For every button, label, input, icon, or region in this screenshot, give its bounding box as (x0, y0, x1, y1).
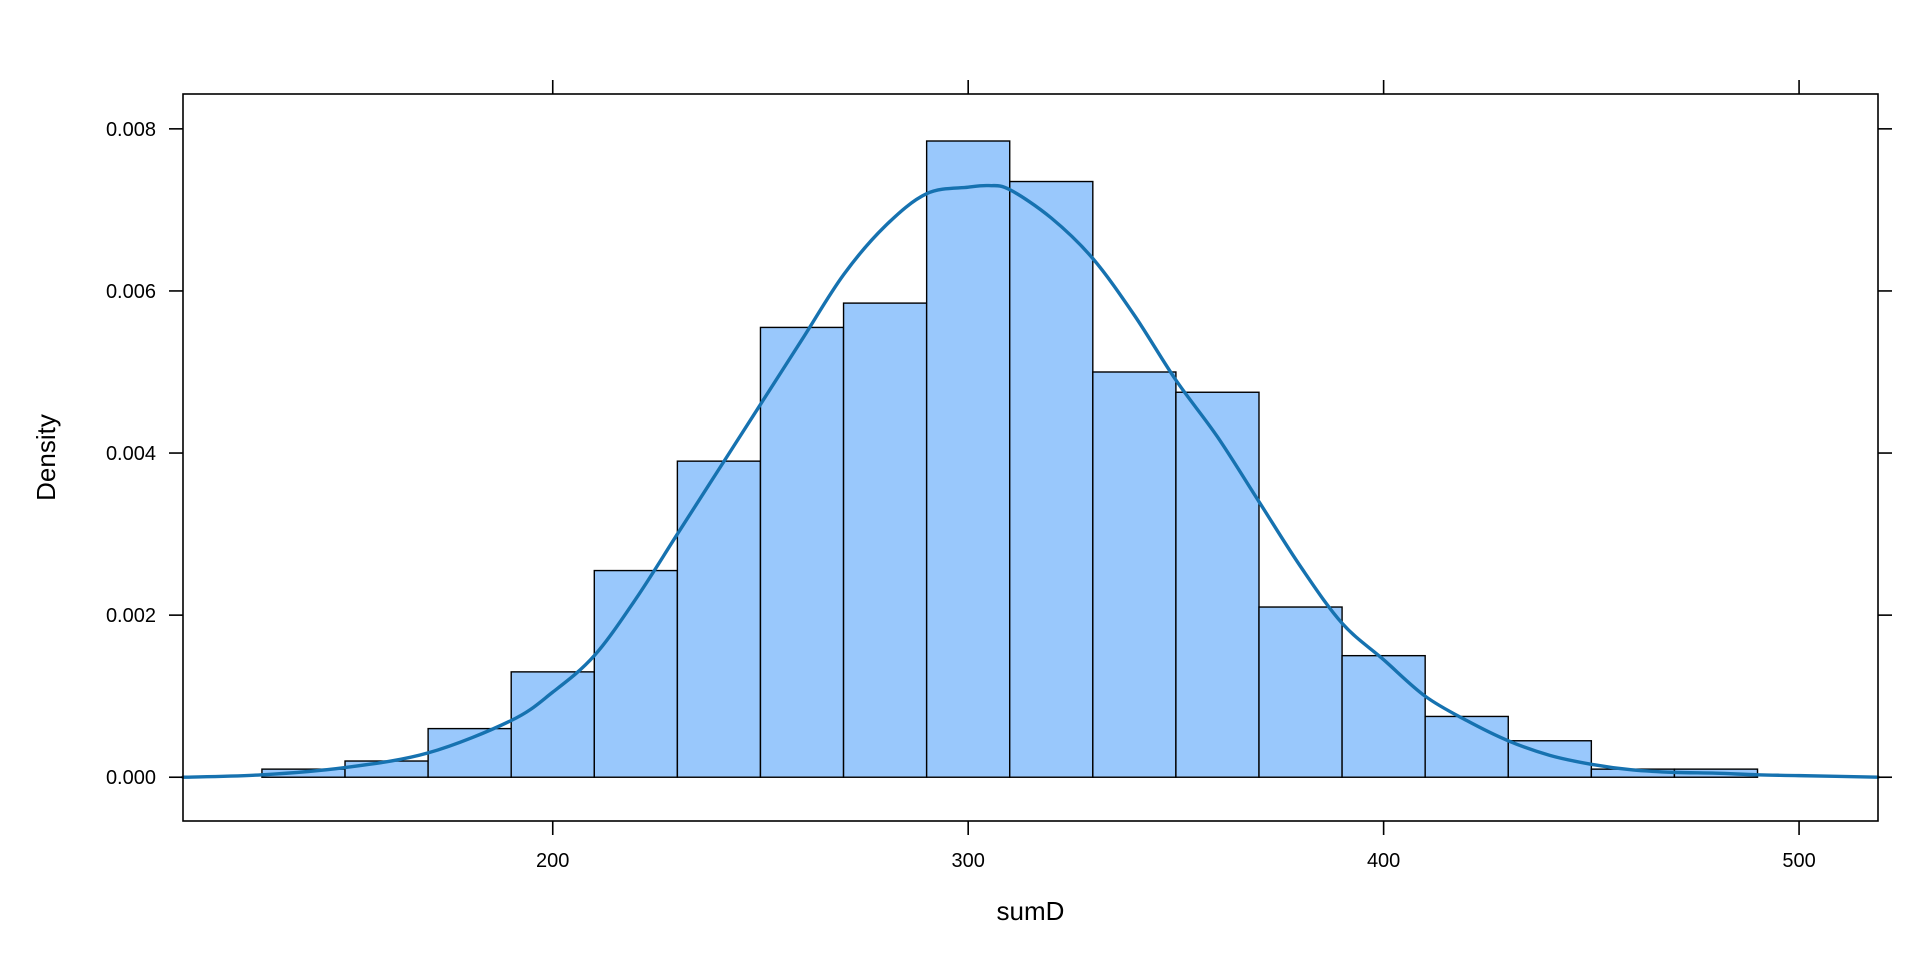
histogram-bars (261, 140, 1759, 778)
y-axis-title: Density (31, 414, 61, 501)
x-tick-label: 500 (1782, 850, 1815, 872)
histogram-bar (1092, 371, 1177, 778)
histogram-bar (1341, 654, 1426, 778)
histogram-bar (676, 460, 762, 778)
axis-ticks: 200 300 400 500 0.000 0.002 0.004 0.006 0.008 (106, 80, 1892, 872)
histogram-bar (1258, 606, 1343, 778)
histogram-bar (759, 326, 845, 778)
plot-frame (182, 93, 1879, 822)
histogram-bar (1424, 715, 1509, 778)
x-tick-label: 200 (536, 850, 569, 872)
x-axis-title: sumD (997, 896, 1065, 926)
x-tick-label: 400 (1367, 850, 1400, 872)
histogram-bar (925, 140, 1011, 778)
density-curve (181, 183, 1880, 779)
histogram-bar (510, 671, 595, 778)
histogram-bar (427, 727, 512, 778)
y-tick-label: 0.004 (106, 443, 156, 465)
x-tick-label: 300 (951, 850, 984, 872)
histogram-bar (344, 760, 429, 778)
y-tick-label: 0.006 (106, 281, 156, 303)
histogram-bar (1009, 180, 1094, 778)
y-tick-label: 0.008 (106, 119, 156, 141)
histogram-bar (842, 302, 928, 778)
histogram-bar (1175, 391, 1260, 778)
y-tick-label: 0.000 (106, 767, 156, 789)
y-tick-label: 0.002 (106, 605, 156, 627)
